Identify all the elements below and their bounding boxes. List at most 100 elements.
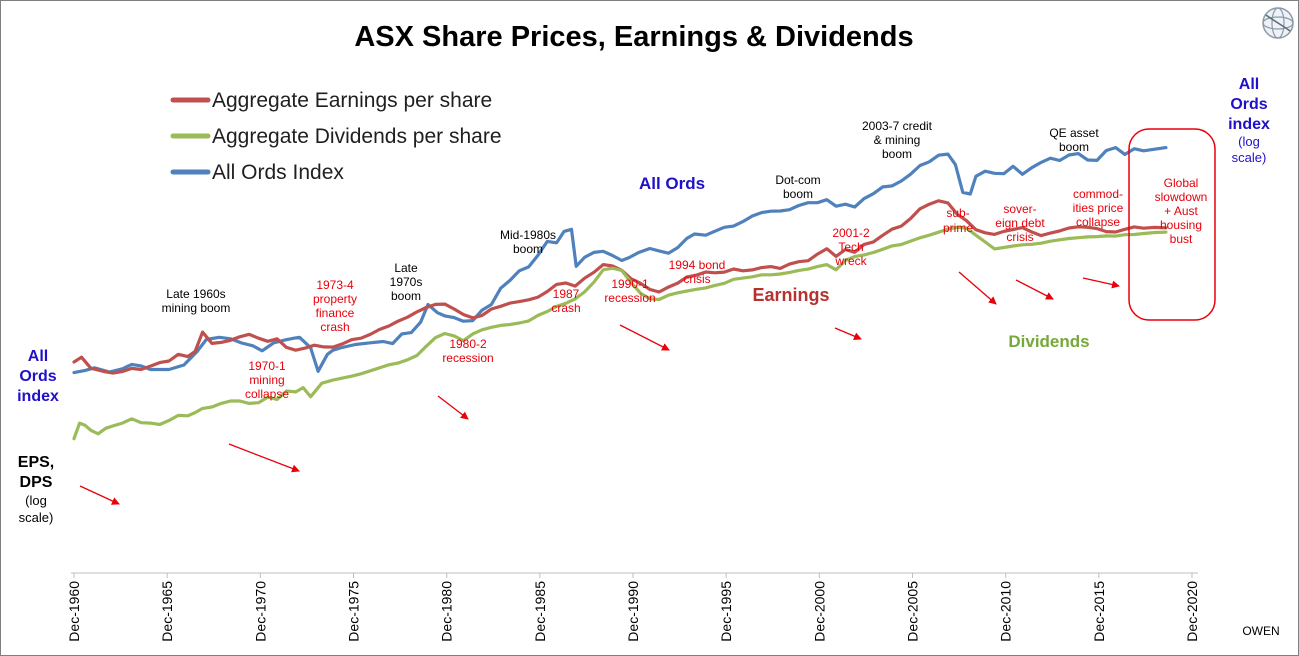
- annotation-1994-bond-crisis: 1994 bond crisis: [669, 258, 726, 286]
- annotation-line: boom: [391, 289, 421, 303]
- annotation-mid-1980s-boom: Mid-1980s boom: [500, 228, 556, 256]
- legend-item-earnings: Aggregate Earnings per share: [170, 89, 492, 112]
- x-tick-label: Dec-2010: [998, 581, 1014, 642]
- left-axis-all-ords-line3: index: [17, 388, 59, 405]
- legend-item-dividends: Aggregate Dividends per share: [170, 125, 502, 148]
- left-axis-eps-line: EPS,: [18, 454, 54, 471]
- annotation-line: QE asset: [1049, 126, 1099, 140]
- annotation-line: commod-: [1073, 187, 1123, 201]
- annotation-line: 1994 bond: [669, 258, 726, 272]
- annotation-line: collapse: [245, 387, 289, 401]
- annotation-line: boom: [513, 242, 543, 256]
- right-axis-line3: index: [1228, 116, 1270, 133]
- legend: Aggregate Earnings per share Aggregate D…: [170, 89, 502, 184]
- annotation-line: wreck: [834, 254, 867, 268]
- annotation-line: Late: [394, 261, 418, 275]
- legend-label-all-ords: All Ords Index: [212, 161, 344, 184]
- annotation-line: 1973-4: [316, 278, 354, 292]
- right-axis-log-line1: (log: [1238, 134, 1260, 149]
- x-tick-label: Dec-1990: [625, 581, 641, 642]
- annotation-qe-boom: QE asset boom: [1049, 126, 1099, 154]
- globe-logo-icon: [1262, 7, 1294, 39]
- annotation-line: Late 1960s: [166, 287, 225, 301]
- left-axis-log-line2: scale): [19, 510, 54, 525]
- annotation-line: recession: [442, 351, 493, 365]
- annotation-sovereign-debt-crisis: sover- eign debt crisis: [995, 202, 1045, 244]
- annotation-line: & mining: [874, 133, 921, 147]
- x-tick-label: Dec-1995: [718, 581, 734, 642]
- annotation-1973-4-crash: 1973-4 property finance crash: [313, 278, 357, 334]
- arrow-2008: [958, 271, 997, 305]
- left-axis-log-line1: (log: [25, 493, 47, 508]
- x-tick-label: Dec-1980: [439, 581, 455, 642]
- annotation-global-slowdown-box: Global slowdown + Aust housing bust: [1128, 128, 1216, 321]
- annotation-1990-1-recession: 1990-1 recession: [604, 277, 655, 305]
- annotation-2001-2-tech-wreck: 2001-2 Tech wreck: [832, 226, 870, 268]
- left-axis-all-ords-line2: Ords: [19, 368, 56, 385]
- x-tick-label: Dec-1970: [252, 581, 268, 642]
- x-tick-label: Dec-1985: [532, 581, 548, 642]
- x-tick-label: Dec-2005: [905, 581, 921, 642]
- arrow-2002: [834, 327, 862, 340]
- left-axis-label-all-ords: All Ords index: [17, 348, 59, 405]
- annotation-line: Mid-1980s: [500, 228, 556, 242]
- credit-label: OWEN: [1242, 624, 1279, 638]
- legend-item-all-ords: All Ords Index: [170, 161, 344, 184]
- x-tick-label: Dec-1960: [66, 581, 82, 642]
- annotation-commodities-collapse: commod- ities price collapse: [1073, 187, 1124, 229]
- annotation-line: crash: [551, 301, 580, 315]
- left-axis-all-ords-line1: All: [28, 348, 48, 365]
- series-line-dividends: [72, 225, 1168, 441]
- annotation-line: boom: [783, 187, 813, 201]
- arrow-1961: [79, 485, 120, 505]
- annotation-1980-2-recession: 1980-2 recession: [442, 337, 493, 365]
- arrow-1971: [228, 443, 300, 473]
- annotation-line: mining boom: [162, 301, 231, 315]
- x-tick-label: Dec-1975: [346, 581, 362, 642]
- annotation-1987-crash: 1987 crash: [551, 287, 580, 315]
- annotation-line: 1980-2: [449, 337, 487, 351]
- annotation-line: + Aust: [1164, 204, 1198, 218]
- annotation-line: boom: [1059, 140, 1089, 154]
- right-axis-label: All Ords index (log scale): [1228, 76, 1270, 165]
- annotation-line: crisis: [683, 272, 710, 286]
- left-axis-label-eps-dps: EPS, DPS (log scale): [18, 454, 54, 525]
- annotation-line: bust: [1170, 232, 1193, 246]
- annotation-dotcom-boom: Dot-com boom: [775, 173, 820, 201]
- annotation-line: mining: [249, 373, 284, 387]
- legend-label-dividends: Aggregate Dividends per share: [212, 125, 502, 148]
- annotation-line: 1970s: [390, 275, 423, 289]
- annotation-line: boom: [882, 147, 912, 161]
- x-tick-label: Dec-2015: [1091, 581, 1107, 642]
- annotation-line: 2003-7 credit: [862, 119, 933, 133]
- annotation-line: ities price: [1073, 201, 1124, 215]
- series-layer: [72, 146, 1168, 441]
- chart-title: ASX Share Prices, Earnings & Dividends: [354, 21, 913, 53]
- annotation-line: 1970-1: [248, 359, 286, 373]
- legend-label-earnings: Aggregate Earnings per share: [212, 89, 492, 112]
- annotation-line: Dot-com: [775, 173, 820, 187]
- annotation-late-1970s-boom: Late 1970s boom: [390, 261, 423, 303]
- annotation-line: sover-: [1003, 202, 1036, 216]
- annotation-line: 1987: [553, 287, 580, 301]
- annotation-line: eign debt: [995, 216, 1045, 230]
- series-label-earnings: Earnings: [752, 285, 829, 305]
- arrow-2011: [1015, 279, 1054, 300]
- series-label-all-ords: All Ords: [639, 174, 705, 193]
- highlight-box: [1128, 128, 1216, 321]
- x-tick-label: Dec-2000: [811, 581, 827, 642]
- annotation-1970-1-collapse: 1970-1 mining collapse: [245, 359, 289, 401]
- annotation-line: sub-: [946, 206, 969, 220]
- annotation-line: 1990-1: [611, 277, 649, 291]
- annotation-line: housing: [1160, 218, 1202, 232]
- annotation-line: Tech: [838, 240, 863, 254]
- annotation-2003-7-boom: 2003-7 credit & mining boom: [862, 119, 933, 161]
- left-axis-dps-line: DPS: [20, 474, 53, 491]
- annotation-arrows: [79, 271, 1120, 505]
- series-line-all-ords: [72, 146, 1168, 375]
- annotation-line: finance: [316, 306, 355, 320]
- annotation-line: crash: [320, 320, 349, 334]
- annotation-line: 2001-2: [832, 226, 870, 240]
